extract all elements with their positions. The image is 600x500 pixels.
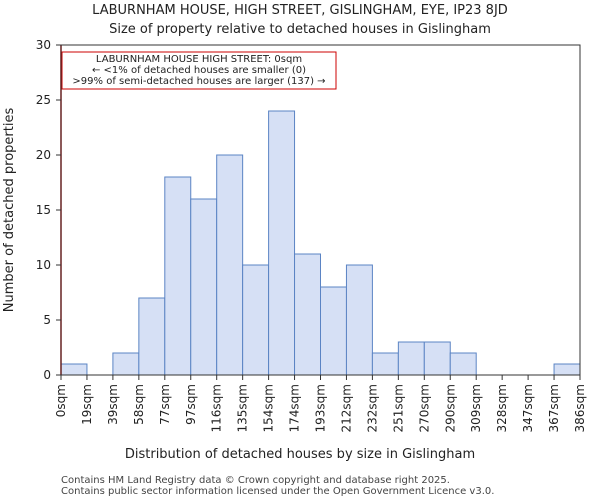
y-axis-ticks: 0 5 10 15 20 25 30: [36, 38, 61, 382]
bar-0sqm: [60, 363, 88, 376]
bar-270sqm: [423, 341, 451, 376]
x-tick-label: 0sqm: [54, 384, 68, 417]
x-tick-label: 386sqm: [573, 384, 587, 432]
y-tick-label: 15: [36, 203, 51, 217]
bar-97sqm: [190, 198, 218, 376]
bar-135sqm: [242, 264, 270, 376]
bar-290sqm: [449, 352, 477, 376]
x-tick-label: 135sqm: [236, 384, 250, 432]
bar-193sqm: [320, 286, 347, 376]
bar-212sqm: [345, 264, 373, 376]
x-tick-label: 58sqm: [132, 384, 146, 425]
x-tick-label: 232sqm: [365, 384, 379, 432]
bar-58sqm: [138, 297, 166, 376]
x-tick-label: 193sqm: [314, 384, 328, 432]
bars-layer: [60, 110, 581, 376]
y-tick-label: 25: [36, 93, 51, 107]
x-tick-label: 328sqm: [495, 384, 509, 432]
x-tick-label: 251sqm: [391, 384, 405, 432]
annotation-line-3: >99% of semi-detached houses are larger …: [72, 76, 325, 87]
x-tick-label: 39sqm: [106, 384, 120, 425]
bar-174sqm: [294, 253, 321, 376]
bar-116sqm: [216, 154, 244, 376]
x-tick-label: 309sqm: [469, 384, 483, 432]
x-tick-label: 77sqm: [158, 384, 172, 425]
footer-line-1: Contains HM Land Registry data © Crown c…: [61, 475, 450, 486]
y-tick-label: 5: [43, 313, 51, 327]
x-tick-label: 154sqm: [262, 384, 276, 432]
x-axis-ticks: 0sqm 19sqm 39sqm 58sqm 77sqm 97sqm 116sqm 135sq…: [54, 375, 587, 432]
y-axis-label: Number of detached properties: [2, 108, 17, 313]
bar-154sqm: [268, 110, 296, 376]
x-tick-label: 212sqm: [339, 384, 353, 432]
bar-39sqm: [112, 352, 140, 376]
bar-367sqm: [553, 363, 581, 376]
y-tick-label: 20: [36, 148, 51, 162]
footer-line-2: Contains public sector information licen…: [61, 486, 494, 497]
annotation-box: LABURNHAM HOUSE HIGH STREET: 0sqm ← <1% …: [61, 51, 337, 90]
x-tick-label: 116sqm: [210, 384, 224, 432]
x-tick-label: 367sqm: [547, 384, 561, 432]
x-axis-label: Distribution of detached houses by size …: [125, 447, 475, 462]
bar-251sqm: [397, 341, 425, 376]
x-tick-label: 174sqm: [288, 384, 302, 432]
x-tick-label: 347sqm: [521, 384, 535, 432]
x-tick-label: 290sqm: [443, 384, 457, 432]
x-tick-label: 97sqm: [184, 384, 198, 425]
x-tick-label: 270sqm: [417, 384, 431, 432]
bar-232sqm: [371, 352, 399, 376]
annotation-line-2: ← <1% of detached houses are smaller (0): [92, 65, 306, 76]
chart-title: LABURNHAM HOUSE, HIGH STREET, GISLINGHAM…: [92, 3, 508, 18]
bar-77sqm: [164, 176, 192, 376]
chart-subtitle: Size of property relative to detached ho…: [109, 22, 491, 37]
annotation-line-1: LABURNHAM HOUSE HIGH STREET: 0sqm: [96, 54, 302, 65]
y-tick-label: 30: [36, 38, 51, 52]
annotation-frame: [61, 51, 337, 90]
y-tick-label: 10: [36, 258, 51, 272]
y-tick-label: 0: [43, 368, 51, 382]
x-tick-label: 19sqm: [80, 384, 94, 425]
